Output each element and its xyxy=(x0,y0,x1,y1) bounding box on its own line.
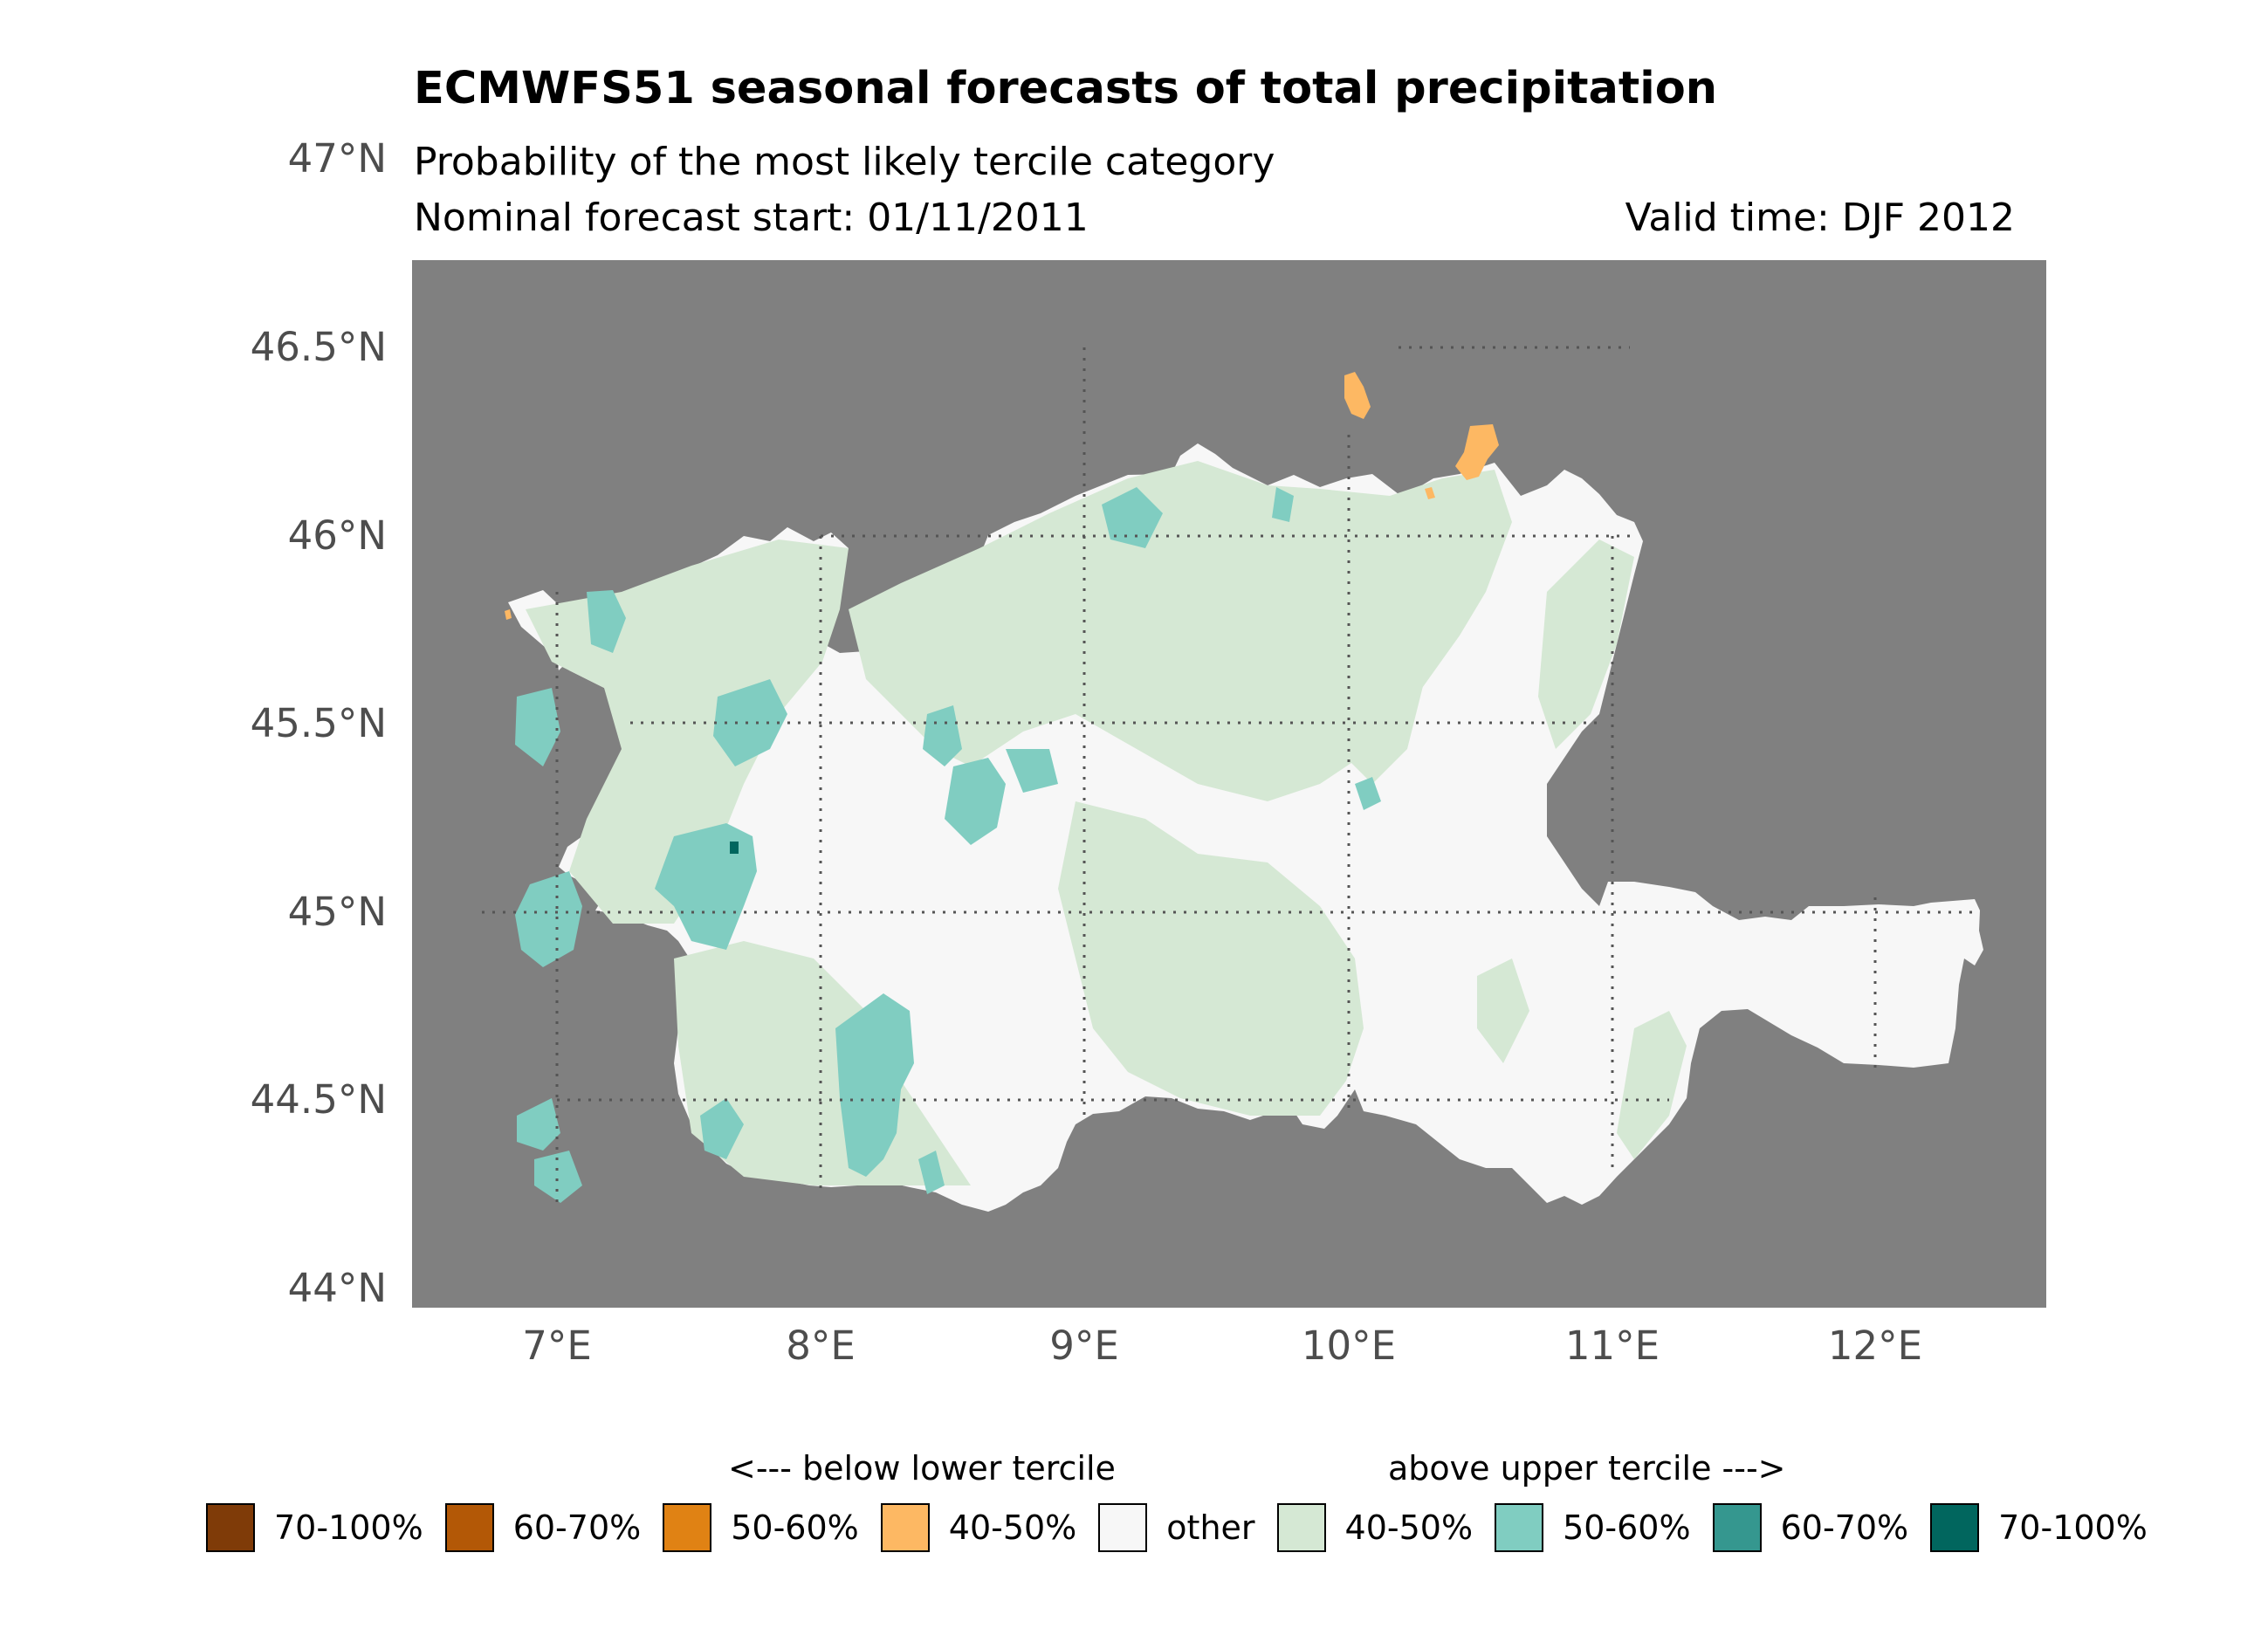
y-tick-label: 46.5°N xyxy=(250,324,387,370)
forecast-map xyxy=(412,260,2046,1308)
legend-swatch xyxy=(663,1503,712,1552)
legend-swatch xyxy=(1276,1503,1326,1552)
above-70-100-areas xyxy=(730,842,739,854)
legend-swatch xyxy=(1098,1503,1148,1552)
x-tick-label: 8°E xyxy=(786,1323,856,1369)
y-tick-label: 47°N xyxy=(287,135,387,182)
y-tick-label: 45°N xyxy=(287,889,387,935)
legend-label: 70-100% xyxy=(274,1508,423,1547)
legend-swatch xyxy=(206,1503,255,1552)
x-tick-label: 11°E xyxy=(1564,1323,1660,1369)
legend-below-header: <--- below lower tercile xyxy=(728,1449,1116,1488)
x-tick-label: 7°E xyxy=(522,1323,592,1369)
above-50-60-areas xyxy=(515,487,1381,1203)
legend-swatch xyxy=(444,1503,494,1552)
x-tick-label: 9°E xyxy=(1049,1323,1119,1369)
legend-item: 60-70% xyxy=(1712,1503,1909,1552)
y-tick-label: 45.5°N xyxy=(250,700,387,746)
legend-label: 50-60% xyxy=(1563,1508,1691,1547)
map-subtitle: Probability of the most likely tercile c… xyxy=(414,140,1275,184)
legend-item: other xyxy=(1098,1503,1255,1552)
legend-label: 50-60% xyxy=(731,1508,859,1547)
legend-label: 60-70% xyxy=(512,1508,642,1547)
valid-time-label: Valid time: DJF 2012 xyxy=(1625,196,2015,240)
x-tick-label: 12°E xyxy=(1827,1323,1923,1369)
legend-swatch xyxy=(880,1503,930,1552)
forecast-start-label: Nominal forecast start: 01/11/2011 xyxy=(414,196,1089,240)
graticule xyxy=(482,346,1979,1203)
legend-label: 40-50% xyxy=(948,1508,1077,1547)
map-title: ECMWFS51 seasonal forecasts of total pre… xyxy=(414,63,1718,114)
y-tick-label: 46°N xyxy=(287,512,387,559)
legend: 70-100% 60-70% 50-60% 40-50% other 40-50… xyxy=(206,1503,2169,1552)
y-tick-label: 44°N xyxy=(287,1265,387,1311)
legend-label: 70-100% xyxy=(1998,1508,2148,1547)
legend-label: 60-70% xyxy=(1780,1508,1909,1547)
legend-item: 70-100% xyxy=(1930,1503,2148,1552)
legend-above-header: above upper tercile ---> xyxy=(1388,1449,1786,1488)
x-tick-label: 10°E xyxy=(1301,1323,1397,1369)
legend-item: 70-100% xyxy=(206,1503,423,1552)
legend-item: 40-50% xyxy=(880,1503,1077,1552)
legend-item: 40-50% xyxy=(1276,1503,1474,1552)
legend-item: 50-60% xyxy=(663,1503,859,1552)
legend-label: 40-50% xyxy=(1344,1508,1474,1547)
legend-item: 60-70% xyxy=(444,1503,642,1552)
below-40-50-areas xyxy=(505,372,1499,620)
legend-label: other xyxy=(1166,1508,1255,1547)
legend-swatch xyxy=(1930,1503,1980,1552)
legend-swatch xyxy=(1495,1503,1544,1552)
legend-item: 50-60% xyxy=(1495,1503,1691,1552)
y-tick-label: 44.5°N xyxy=(250,1076,387,1123)
legend-swatch xyxy=(1712,1503,1762,1552)
